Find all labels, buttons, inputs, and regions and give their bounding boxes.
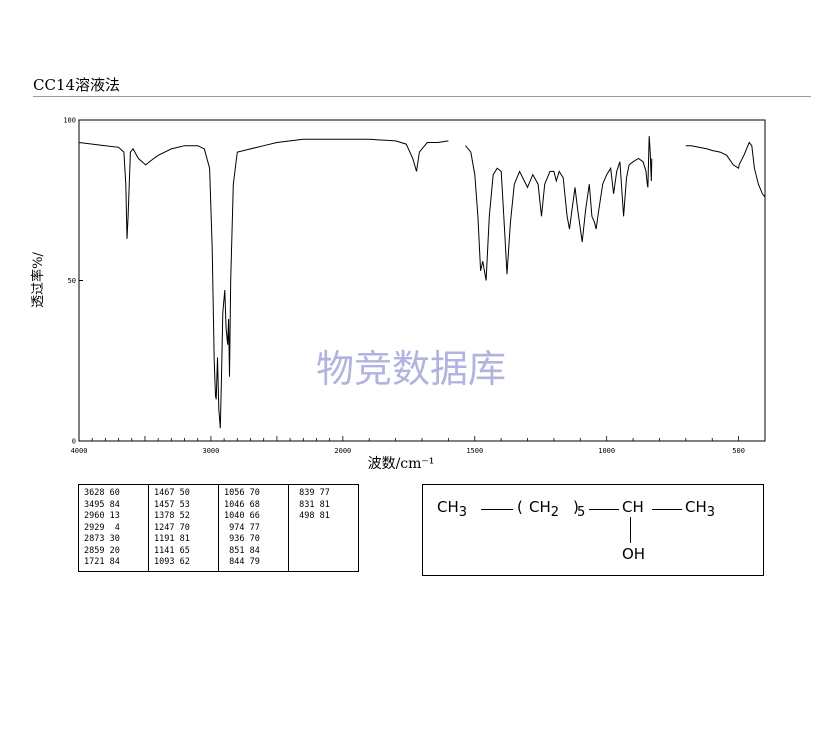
bond-line	[589, 509, 619, 510]
peak-entry: 2929 4	[84, 522, 120, 533]
peak-entry: 3495 84	[84, 499, 120, 510]
x-tick-label: 4000	[71, 447, 88, 455]
y-tick-label: 0	[72, 438, 76, 446]
y-axis: 100 50 0	[63, 117, 83, 446]
peak-entry: 1191 81	[154, 534, 190, 544]
peak-entry: 1093 62	[154, 557, 190, 567]
peak-entry: 831 81	[294, 499, 330, 510]
y-tick-label: 50	[68, 277, 76, 285]
peak-entry: 1046 68	[224, 499, 260, 510]
peak-entry: 498 81	[294, 511, 330, 521]
bond-line	[652, 509, 682, 510]
peak-entry: 1721 84	[84, 557, 120, 567]
peak-entry: 2859 20	[84, 545, 120, 556]
peak-entry: 1467 50	[154, 488, 190, 498]
peak-entry: 974 77	[224, 522, 260, 533]
structure-oh: OH	[622, 545, 646, 563]
x-tick-label: 2000	[334, 447, 351, 455]
structure-ch: CH	[622, 498, 644, 516]
bond-line-vertical	[630, 517, 631, 543]
peak-table-column: 1467 50 1457 53 1378 52 1247 70 1191 81 1141 …	[148, 484, 219, 571]
peak-entry: 1457 53	[154, 499, 190, 510]
x-tick-label: 1000	[598, 447, 615, 455]
spectrum-line-segment	[465, 136, 653, 281]
x-axis: 4000 3000 2000 1500 1000 500	[71, 436, 766, 455]
watermark: 物竞数据库	[316, 347, 506, 391]
structure-chain-open: (	[517, 498, 523, 516]
peak-entry: 1141 65	[154, 545, 190, 556]
peak-entry: 1378 52	[154, 511, 190, 521]
plot-frame	[78, 119, 766, 442]
y-axis-label: 透过率%/	[30, 252, 46, 308]
structure-box: CH3 ( CH2 ) 5 CH CH3 OH	[422, 484, 764, 576]
spectrum-line-segment	[685, 141, 766, 198]
peak-entry: 851 84	[224, 545, 260, 556]
x-tick-label: 3000	[202, 447, 219, 455]
bond-line	[481, 509, 513, 510]
structure-ch3-left: CH3	[437, 498, 468, 520]
page-title: CC14溶液法	[33, 76, 121, 94]
peak-entry: 1056 70	[224, 488, 260, 498]
x-tick-label: 1500	[466, 447, 483, 455]
peak-table-row: 3628 60 3495 84 2960 13 2929 4 2873 30 2859 2…	[78, 484, 359, 571]
spectrum-line-segment	[78, 138, 449, 429]
peak-entry: 2960 13	[84, 511, 120, 521]
structure-ch3-right: CH3	[685, 498, 716, 520]
peak-table-column: 3628 60 3495 84 2960 13 2929 4 2873 30 2859 2…	[78, 484, 149, 571]
peak-table: 3628 60 3495 84 2960 13 2929 4 2873 30 2859 2…	[78, 484, 359, 572]
x-tick-label: 500	[732, 447, 745, 455]
peak-entry: 936 70	[224, 534, 260, 544]
transmittance-trace	[78, 136, 766, 429]
x-axis-label: 波数/cm⁻¹	[368, 456, 435, 472]
peak-entry: 844 79	[224, 557, 260, 567]
peak-entry: 839 77	[294, 488, 330, 498]
peak-entry: 1040 66	[224, 511, 260, 521]
structure-ch2: CH2	[529, 498, 560, 520]
structure-repeat-count: 5	[577, 505, 586, 520]
title-divider	[33, 96, 811, 97]
structure-chain-close: )	[573, 498, 579, 516]
y-tick-label: 100	[63, 117, 76, 125]
peak-entry: 1247 70	[154, 522, 190, 533]
peak-table-column: 1056 70 1046 68 1040 66 974 77 936 70 851 …	[218, 484, 289, 571]
peak-table-column: 839 77 831 81 498 81	[288, 484, 359, 571]
peak-entry: 2873 30	[84, 534, 120, 544]
peak-entry: 3628 60	[84, 488, 120, 498]
